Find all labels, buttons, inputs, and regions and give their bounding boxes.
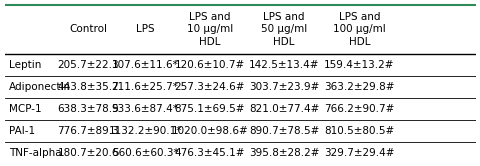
Text: LPS and
10 μg/ml
HDL: LPS and 10 μg/ml HDL [186,12,232,47]
Text: LPS and
100 μg/ml
HDL: LPS and 100 μg/ml HDL [333,12,385,47]
Text: 363.2±29.8#: 363.2±29.8# [324,82,394,92]
Text: 180.7±20.6: 180.7±20.6 [58,148,119,158]
Text: LPS: LPS [135,24,154,34]
Text: 303.7±23.9#: 303.7±23.9# [248,82,319,92]
Text: 142.5±13.4#: 142.5±13.4# [248,60,319,70]
Text: 107.6±11.6*: 107.6±11.6* [111,60,178,70]
Text: 638.3±78.5: 638.3±78.5 [58,104,119,114]
Text: 120.6±10.7#: 120.6±10.7# [174,60,244,70]
Text: Adiponectin: Adiponectin [9,82,71,92]
Text: LPS and
50 μg/ml
HDL: LPS and 50 μg/ml HDL [261,12,307,47]
Text: MCP-1: MCP-1 [9,104,41,114]
Text: Leptin: Leptin [9,60,41,70]
Text: 257.3±24.6#: 257.3±24.6# [174,82,245,92]
Text: 933.6±87.4*: 933.6±87.4* [111,104,178,114]
Text: 810.5±80.5#: 810.5±80.5# [324,126,394,136]
Text: 1132.2±90.1*: 1132.2±90.1* [108,126,181,136]
Text: 395.8±28.2#: 395.8±28.2# [248,148,319,158]
Text: 821.0±77.4#: 821.0±77.4# [248,104,319,114]
Text: 890.7±78.5#: 890.7±78.5# [248,126,319,136]
Text: 766.2±90.7#: 766.2±90.7# [324,104,394,114]
Text: 1020.0±98.6#: 1020.0±98.6# [171,126,248,136]
Text: TNF-alpha: TNF-alpha [9,148,61,158]
Text: 329.7±29.4#: 329.7±29.4# [324,148,394,158]
Text: 211.6±25.7*: 211.6±25.7* [111,82,178,92]
Text: 476.3±45.1#: 476.3±45.1# [174,148,245,158]
Text: PAI-1: PAI-1 [9,126,35,136]
Text: Control: Control [69,24,107,34]
Text: 443.8±35.7: 443.8±35.7 [58,82,119,92]
Text: 205.7±22.3: 205.7±22.3 [58,60,119,70]
Text: 159.4±13.2#: 159.4±13.2# [324,60,394,70]
Text: 560.6±60.3*: 560.6±60.3* [111,148,178,158]
Text: 875.1±69.5#: 875.1±69.5# [174,104,245,114]
Text: 776.7±89.3: 776.7±89.3 [58,126,119,136]
